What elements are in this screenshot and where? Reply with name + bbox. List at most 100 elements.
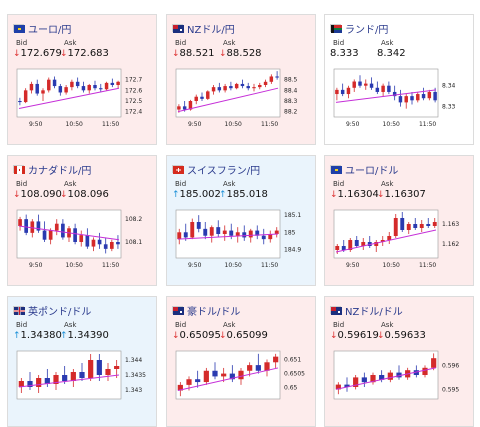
mini-candlestick-chart[interactable]: 185.1 185 184.9 9:50 10:50 11:50 — [172, 206, 312, 284]
ask-label: Ask — [64, 180, 77, 188]
candle-body — [42, 230, 47, 240]
candle-body — [212, 370, 218, 377]
candle-body — [206, 91, 210, 99]
candle-body — [410, 96, 414, 101]
pair-title[interactable]: 英ポンド/ドル — [13, 303, 92, 318]
candle-body — [240, 83, 245, 87]
eu-flag — [330, 165, 342, 174]
candle-body — [27, 381, 33, 387]
candle-body — [432, 222, 437, 226]
candle-body — [273, 356, 279, 363]
bid-price: ↑185.002 — [172, 189, 221, 200]
candle-body — [58, 86, 63, 93]
mini-candlestick-chart[interactable]: 1.344 1.3435 1.343 — [13, 347, 153, 425]
rate-card-nzd-usd[interactable]: NZドル/ドル Bid Ask ↓0.59619 ↓0.59633 0.596 0.595 — [324, 296, 474, 427]
x-tick-label: 11:50 — [419, 121, 436, 128]
pair-title[interactable]: NZドル/ドル — [330, 303, 403, 318]
bid-value: 0.65095 — [179, 330, 221, 341]
rate-card-chf-jpy[interactable]: スイスフラン/円 Bid Ask ↑185.002 ↑185.018 185.1 185 18… — [166, 155, 316, 286]
pair-title[interactable]: ユーロ/円 — [13, 21, 72, 36]
ask-price: ↑1.34390 — [60, 330, 109, 341]
mini-candlestick-chart[interactable]: 0.651 0.6505 0.65 — [172, 347, 312, 425]
candle-body — [269, 76, 274, 82]
nz-flag — [172, 24, 184, 33]
candle-body — [177, 384, 183, 391]
pair-name[interactable]: 豪ドル/ドル — [187, 306, 241, 318]
pair-title[interactable]: 豪ドル/ドル — [172, 303, 241, 318]
candle-body — [387, 85, 391, 92]
mini-candlestick-chart[interactable]: 108.2 108.1 9:50 10:50 11:50 — [13, 206, 153, 284]
candle-body — [70, 372, 76, 381]
ask-price: ↓0.59633 — [377, 330, 426, 341]
candle-body — [353, 377, 359, 387]
rate-card-gbp-usd[interactable]: 英ポンド/ドル Bid Ask ↑1.34380 ↑1.34390 1.344 1.3435… — [7, 296, 157, 427]
pair-title[interactable]: カナダドル/円 — [13, 162, 92, 177]
pair-name[interactable]: ユーロ/円 — [28, 24, 72, 36]
chart-plot-area — [16, 350, 122, 400]
mini-candlestick-chart[interactable]: 172.7 172.6 172.5 172.4 9:50 10:50 11:50 — [13, 65, 153, 143]
mini-candlestick-chart[interactable]: 0.596 0.595 — [330, 347, 470, 425]
candle-body — [346, 87, 351, 95]
moving-average-line — [177, 233, 279, 240]
candle-body — [431, 358, 437, 368]
arrow-down-icon: ↓ — [377, 331, 385, 341]
pair-name[interactable]: カナダドル/円 — [28, 165, 92, 177]
x-tick-label: 9:50 — [188, 121, 202, 128]
ask-label: Ask — [381, 321, 394, 329]
mini-candlestick-chart[interactable]: 8.34 8.33 9:50 10:50 11:50 — [330, 65, 470, 143]
candle-body — [246, 86, 250, 89]
pair-title[interactable]: NZドル/円 — [172, 21, 235, 36]
candle-body — [238, 370, 244, 380]
candle-body — [421, 94, 426, 99]
moving-average-line — [335, 229, 437, 253]
pair-title[interactable]: ランド/円 — [330, 21, 389, 36]
arrow-down-icon: ↓ — [60, 190, 68, 200]
candle-body — [380, 240, 385, 242]
y-tick-label: 88.5 — [284, 77, 298, 84]
pair-name[interactable]: スイスフラン/円 — [187, 165, 261, 177]
candle-body — [361, 377, 367, 383]
bid-price: ↓172.679 — [13, 48, 62, 59]
candle-body — [335, 384, 341, 390]
rate-card-eur-usd[interactable]: ユーロ/ドル Bid Ask ↓1.16304 ↓1.16307 1.163 1.162 9:… — [324, 155, 474, 286]
rate-card-aud-usd[interactable]: 豪ドル/ドル Bid Ask ↓0.65095 ↓0.65099 0.651 0.6505 0… — [166, 296, 316, 427]
mini-candlestick-chart[interactable]: 88.5 88.4 88.3 88.2 9:50 10:50 11:50 — [172, 65, 312, 143]
moving-average-line — [18, 374, 120, 388]
pair-title[interactable]: ユーロ/ドル — [330, 162, 399, 177]
candle-body — [196, 222, 201, 229]
x-tick-label: 9:50 — [188, 262, 202, 269]
candle-body — [53, 375, 59, 384]
candle-body — [264, 362, 270, 371]
candle-body — [348, 240, 353, 250]
pair-name[interactable]: ランド/円 — [345, 24, 389, 36]
eu-flag — [13, 24, 25, 33]
pair-name[interactable]: ユーロ/ドル — [345, 165, 399, 177]
y-tick-label: 172.5 — [125, 98, 142, 105]
arrow-up-icon: ↑ — [60, 331, 68, 341]
ask-value: 0.59633 — [384, 330, 426, 341]
candle-body — [367, 242, 372, 246]
bid-value: 185.002 — [179, 189, 221, 200]
x-tick-label: 11:50 — [261, 121, 278, 128]
rate-card-eur-jpy[interactable]: ユーロ/円 Bid Ask ↓172.679 ↓172.683 172.7 172.6 172… — [7, 14, 157, 145]
pair-name[interactable]: NZドル/ドル — [345, 306, 403, 318]
pair-name[interactable]: 英ポンド/ドル — [28, 306, 92, 318]
candle-body — [354, 240, 359, 246]
rate-card-zar-jpy[interactable]: ランド/円 Bid Ask 8.333 8.342 8.34 8.33 9:50 10:50 11… — [324, 14, 474, 145]
x-tick-label: 9:50 — [346, 121, 360, 128]
candle-body — [392, 91, 397, 97]
chart-plot-area — [175, 350, 281, 400]
candle-body — [361, 242, 366, 246]
candle-body — [393, 218, 398, 236]
pair-title[interactable]: スイスフラン/円 — [172, 162, 261, 177]
pair-name[interactable]: NZドル/円 — [187, 24, 235, 36]
candle-body — [427, 91, 432, 99]
rate-card-cad-jpy[interactable]: カナダドル/円 Bid Ask ↓108.090 ↓108.096 108.2 108.1 9… — [7, 155, 157, 286]
arrow-down-icon: ↓ — [172, 331, 180, 341]
mini-candlestick-chart[interactable]: 1.163 1.162 9:50 10:50 11:50 — [330, 206, 470, 284]
ask-price: ↓88.528 — [219, 48, 262, 59]
rate-card-nzd-jpy[interactable]: NZドル/円 Bid Ask ↓88.521 ↓88.528 88.5 88.4 88.3 88… — [166, 14, 316, 145]
ask-price: ↑185.018 — [219, 189, 268, 200]
y-tick-label: 0.65 — [284, 385, 298, 392]
candle-body — [30, 221, 35, 233]
